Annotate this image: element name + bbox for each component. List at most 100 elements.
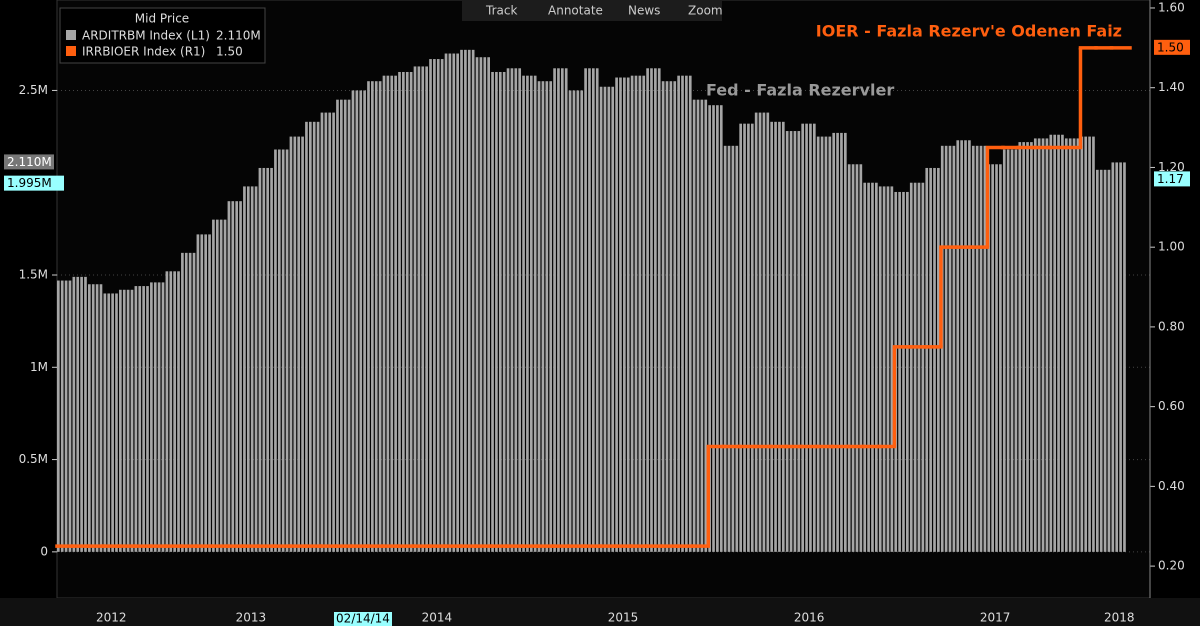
bar	[60, 280, 64, 552]
bar	[766, 112, 770, 552]
bar	[371, 81, 374, 552]
bar	[716, 105, 719, 552]
bar	[215, 219, 219, 552]
bar	[1010, 149, 1014, 552]
bar	[386, 75, 390, 552]
bar	[456, 53, 459, 552]
bar	[758, 112, 762, 552]
bar	[188, 252, 192, 552]
bar	[99, 284, 103, 552]
bar	[646, 68, 649, 552]
bar	[219, 219, 223, 552]
toolbar-button[interactable]: Track	[485, 4, 517, 18]
plot-area	[56, 0, 1151, 599]
bar	[347, 99, 351, 552]
y-tick-label: 0.5M	[19, 452, 48, 466]
bar	[1049, 134, 1053, 552]
bar	[987, 164, 991, 552]
bar	[696, 99, 700, 552]
legend-swatch	[66, 30, 76, 40]
bar	[483, 57, 487, 552]
x-tick-label: 2017	[980, 611, 1011, 625]
bar	[750, 123, 754, 552]
bar	[115, 293, 118, 552]
bar	[421, 66, 425, 552]
y-tick-label: 1.5M	[19, 268, 48, 282]
bar	[378, 81, 382, 552]
bar	[394, 75, 397, 552]
cursor-value-tag: 1.17	[1157, 172, 1184, 186]
bar	[828, 136, 832, 552]
bar	[727, 145, 731, 552]
bar	[84, 276, 87, 552]
bar	[181, 252, 184, 552]
bar	[681, 75, 684, 552]
toolbar-bg	[462, 1, 722, 21]
bar	[762, 112, 766, 552]
bar	[677, 75, 680, 552]
bar	[498, 71, 502, 552]
bar	[169, 271, 173, 552]
bar	[301, 136, 304, 552]
bar	[328, 112, 332, 552]
bar	[723, 145, 727, 552]
bar	[588, 68, 591, 552]
bar	[785, 131, 789, 552]
toolbar-button[interactable]: News	[628, 4, 660, 18]
cursor-value-tag-bg	[1154, 171, 1190, 187]
bar	[719, 105, 723, 552]
bar	[402, 71, 405, 552]
bar	[700, 99, 704, 552]
bar	[937, 167, 940, 552]
bar	[398, 71, 401, 552]
bar	[580, 90, 584, 552]
bar	[266, 167, 270, 552]
bar	[553, 68, 556, 552]
bar	[72, 276, 76, 552]
bar	[192, 252, 196, 552]
bar	[285, 149, 289, 552]
bar	[119, 289, 122, 552]
bar	[685, 75, 688, 552]
bar	[405, 71, 409, 552]
bar	[999, 164, 1002, 552]
bar	[789, 131, 793, 552]
bar	[902, 191, 905, 552]
y-tick-label: 1M	[30, 360, 48, 374]
y2-tick-label: 0.20	[1158, 559, 1185, 573]
bar	[940, 145, 944, 552]
annotation: IOER - Fazla Rezerv'e Odenen Faiz	[816, 22, 1122, 41]
bar	[57, 280, 60, 552]
bar	[467, 49, 471, 552]
bar	[964, 140, 967, 552]
bar	[557, 68, 560, 552]
bar	[913, 182, 917, 552]
bar	[522, 75, 525, 552]
bar	[122, 289, 126, 552]
bar	[518, 68, 522, 552]
bar	[297, 136, 301, 552]
x-tick-label: 2018	[1104, 611, 1135, 625]
bar	[506, 68, 510, 552]
bar	[747, 123, 750, 552]
bar	[374, 81, 378, 552]
toolbar-button[interactable]: Zoom	[688, 4, 723, 18]
legend-title: Mid Price	[135, 12, 189, 26]
annotation: Fed - Fazla Rezervler	[706, 81, 894, 100]
bar	[871, 182, 874, 552]
bar	[708, 105, 711, 552]
bar	[626, 77, 630, 552]
bar	[204, 234, 207, 552]
bar	[584, 68, 587, 552]
bar	[991, 164, 994, 552]
bar	[359, 90, 363, 552]
bar	[657, 68, 661, 552]
bar	[1080, 136, 1084, 552]
bar	[91, 284, 95, 552]
last-value-tag-bg	[4, 154, 54, 170]
bar	[277, 149, 281, 552]
bar	[246, 186, 250, 552]
toolbar-button[interactable]: Annotate	[548, 4, 603, 18]
bar	[235, 201, 239, 552]
